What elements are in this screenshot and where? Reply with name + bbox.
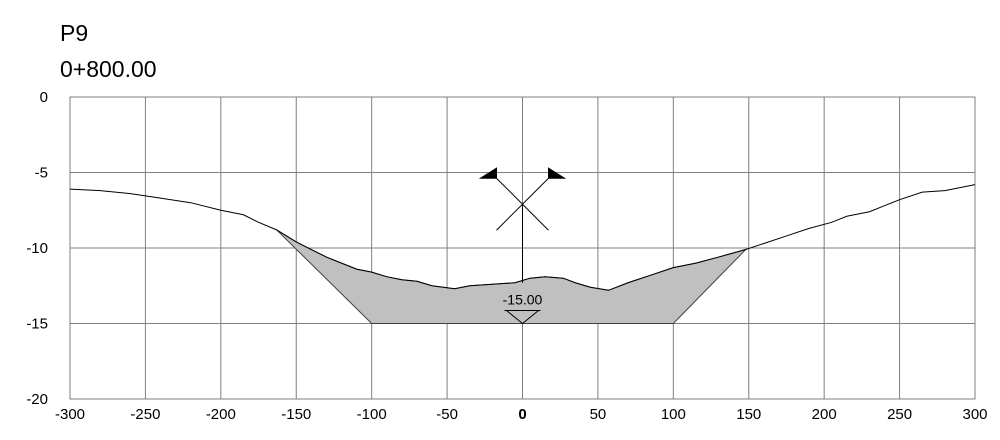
x-tick-label: -200	[206, 406, 236, 423]
x-tick-label: 0	[518, 406, 526, 423]
x-tick-label: 200	[812, 406, 837, 423]
cut-area	[276, 229, 748, 324]
cross-line	[496, 177, 549, 231]
x-tick-label: 300	[962, 406, 987, 423]
x-tick-label: 100	[661, 406, 686, 423]
ground-line-layer	[69, 184, 976, 291]
x-tick-label: 250	[887, 406, 912, 423]
plot-frame	[69, 96, 976, 400]
ground-line	[69, 184, 976, 291]
x-tick-label: 150	[736, 406, 761, 423]
flag-left	[478, 167, 497, 179]
centerline-symbol-layer: -15.00	[478, 167, 567, 325]
x-tick-label: -250	[130, 406, 160, 423]
profile-station: 0+800.00	[60, 56, 157, 82]
x-tick-label: 50	[590, 406, 607, 423]
x-tick-label: -100	[357, 406, 387, 423]
y-tick-label: -15	[26, 316, 48, 333]
profile-name: P9	[60, 20, 89, 46]
cut-area-layer	[276, 229, 748, 324]
level-label: -15.00	[503, 292, 543, 308]
x-tick-label: -150	[281, 406, 311, 423]
y-tick-label: -10	[26, 240, 48, 257]
x-tick-label: -300	[55, 406, 85, 423]
flag-right	[548, 167, 567, 179]
y-tick-label: 0	[40, 89, 48, 106]
level-triangle	[505, 310, 540, 325]
tick-label-layer: -300 -250 -200 -150 -100 -50 0 50 100 150 200 250 30…	[26, 89, 987, 423]
y-tick-label: -20	[26, 391, 48, 408]
x-tick-label: -50	[436, 406, 458, 423]
y-tick-label: -5	[35, 165, 48, 182]
